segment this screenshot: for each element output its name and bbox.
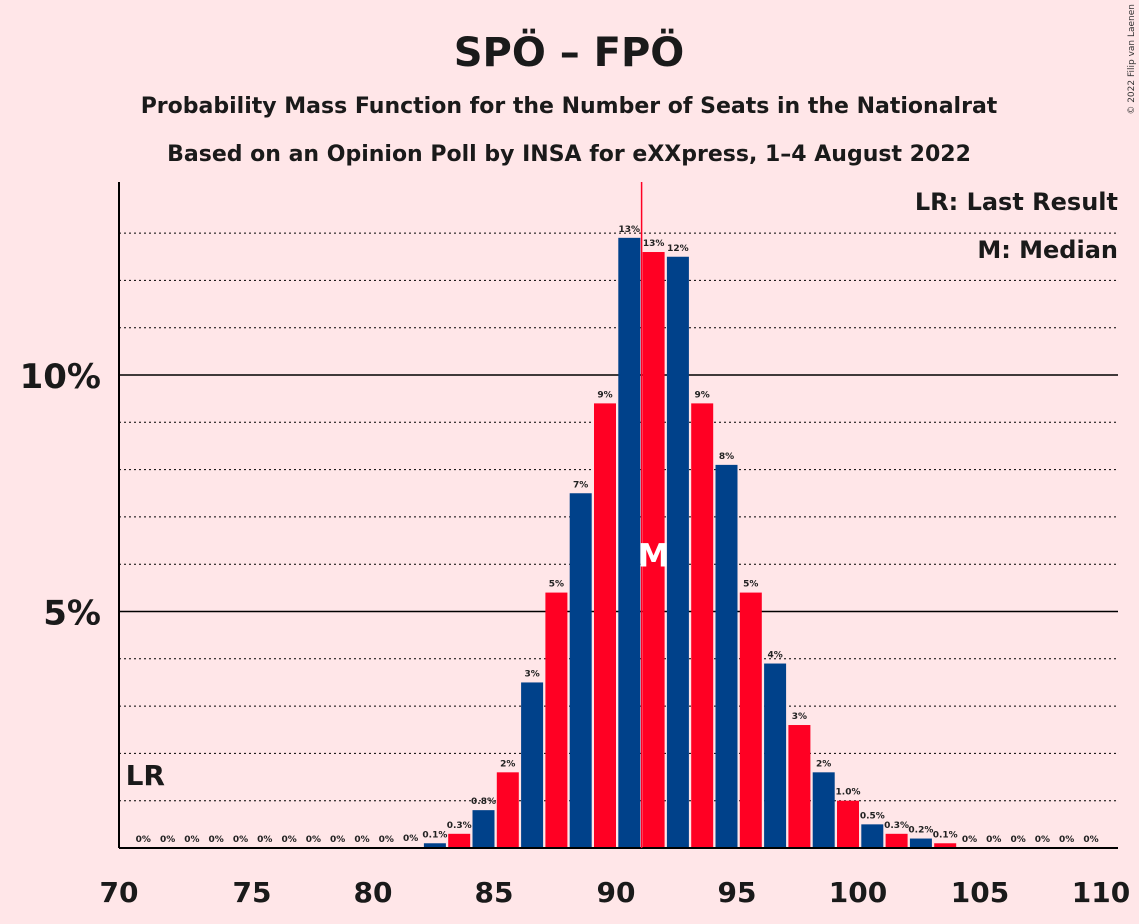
bar-label-86: 2% [500, 759, 515, 769]
bar-84 [448, 833, 471, 848]
bar-label-110: 0% [1083, 835, 1098, 845]
y-tick-label: 5% [43, 594, 101, 634]
x-tick-label: 110 [1072, 876, 1130, 909]
bar-label-89: 7% [573, 480, 588, 490]
bar-98 [788, 725, 811, 848]
bar-label-79: 0% [330, 835, 345, 845]
chart-title: SPÖ – FPÖ [454, 28, 685, 76]
bar-86 [496, 772, 519, 848]
bar-102 [885, 833, 908, 848]
bar-85 [472, 810, 495, 848]
legend-median: M: Median [977, 236, 1118, 264]
bar-90 [594, 403, 616, 848]
bar-label-94: 9% [695, 390, 710, 400]
x-tick-label: 75 [233, 876, 272, 909]
x-tick-label: 105 [951, 876, 1009, 909]
bar-label-103: 0.2% [908, 826, 933, 836]
bar-label-104: 0.1% [933, 830, 958, 840]
bar-label-109: 0% [1059, 835, 1074, 845]
median-marker: M [638, 537, 670, 575]
bar-label-72: 0% [160, 835, 175, 845]
bar-labels: 0% 0% 0% 0% 0% 0% 0% 0% 0% 0% 0% 0% 0.1%0.3%0.8%2%3%… [136, 225, 1099, 845]
bar-95 [715, 464, 738, 848]
y-tick-label: 10% [20, 357, 101, 397]
x-tick-label: 85 [475, 876, 514, 909]
bar-label-99: 2% [816, 759, 831, 769]
bar-label-76: 0% [257, 835, 272, 845]
bar-label-96: 5% [743, 580, 758, 590]
bar-label-101: 0.5% [860, 811, 885, 821]
bar-label-98: 3% [792, 712, 807, 722]
bar-label-73: 0% [184, 835, 199, 845]
bar-103 [909, 838, 932, 848]
bar-91 [618, 237, 641, 848]
y-axis: 5% 10% [20, 182, 120, 848]
bar-89 [569, 493, 592, 848]
bar-88 [545, 592, 568, 848]
x-axis: 70 75 80 85 90 95 100 105 110 [100, 847, 1130, 909]
x-tick-label: 100 [829, 876, 887, 909]
bar-93 [666, 256, 689, 848]
bar-92 [642, 252, 665, 848]
legend-last-result: LR: Last Result [915, 188, 1118, 216]
bar-label-95: 8% [719, 452, 734, 462]
bar-label-106: 0% [986, 835, 1001, 845]
bar-series [399, 237, 957, 848]
bar-label-81: 0% [379, 835, 394, 845]
chart-subtitle: Probability Mass Function for the Number… [141, 94, 998, 119]
bar-label-78: 0% [306, 835, 321, 845]
bar-label-82: 0% [403, 834, 418, 844]
bar-label-107: 0% [1010, 835, 1025, 845]
last-result-marker: LR [126, 759, 165, 792]
bar-96 [739, 592, 762, 848]
bar-label-84: 0.3% [447, 821, 472, 831]
bar-label-71: 0% [136, 835, 151, 845]
bar-label-74: 0% [209, 835, 224, 845]
bar-label-77: 0% [281, 835, 296, 845]
bar-label-83: 0.1% [422, 830, 447, 840]
bar-label-108: 0% [1035, 835, 1050, 845]
bar-label-88: 5% [549, 580, 564, 590]
bar-label-97: 4% [767, 651, 782, 661]
bar-label-80: 0% [354, 835, 369, 845]
bar-label-105: 0% [962, 835, 977, 845]
bar-99 [812, 772, 835, 848]
bar-97 [764, 663, 787, 848]
bar-83 [423, 843, 446, 848]
bar-label-92: 13% [643, 239, 665, 249]
bar-label-91: 13% [619, 225, 641, 235]
bar-label-75: 0% [233, 835, 248, 845]
bar-94 [691, 403, 714, 848]
bar-104 [934, 843, 957, 848]
chart-subtitle-2: Based on an Opinion Poll by INSA for eXX… [167, 142, 971, 167]
copyright-text: © 2022 Filip van Laenen [1127, 4, 1137, 115]
bar-label-90: 9% [597, 390, 612, 400]
bar-label-93: 12% [667, 244, 689, 254]
x-tick-label: 90 [597, 876, 636, 909]
bar-label-102: 0.3% [884, 821, 909, 831]
bar-label-100: 1.0% [836, 788, 861, 798]
bar-87 [521, 682, 544, 848]
bar-100 [837, 800, 859, 848]
x-tick-label: 80 [354, 876, 393, 909]
x-tick-label: 70 [100, 876, 139, 909]
bar-label-85: 0.8% [471, 797, 496, 807]
markers: M LR [126, 182, 670, 848]
bar-101 [861, 824, 884, 848]
x-tick-label: 95 [718, 876, 757, 909]
bar-label-87: 3% [524, 669, 539, 679]
